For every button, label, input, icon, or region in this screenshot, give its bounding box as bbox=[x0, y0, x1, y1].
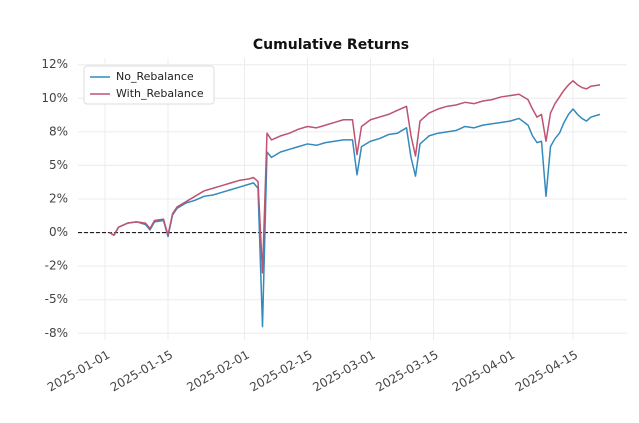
x-tick-label: 2025-01-15 bbox=[108, 348, 175, 395]
chart-title: Cumulative Returns bbox=[253, 37, 409, 53]
y-tick-label: 5% bbox=[49, 158, 68, 172]
y-tick-label: 12% bbox=[41, 57, 68, 71]
legend-box bbox=[83, 65, 215, 105]
y-tick-label: -5% bbox=[45, 292, 68, 306]
series-line bbox=[109, 108, 601, 328]
y-tick-label: -8% bbox=[45, 326, 68, 340]
legend: No_Rebalance With_Rebalance bbox=[83, 65, 215, 105]
y-tick-label: 2% bbox=[49, 192, 68, 206]
x-tick-label: 2025-04-15 bbox=[513, 348, 580, 395]
y-tick-label: 8% bbox=[49, 124, 68, 138]
y-tick-label: -2% bbox=[45, 259, 68, 273]
x-tick-label: 2025-02-15 bbox=[247, 348, 314, 395]
x-tick-label: 2025-03-01 bbox=[310, 348, 377, 395]
y-tick-label: 0% bbox=[49, 225, 68, 239]
x-tick-label: 2025-01-01 bbox=[45, 348, 112, 395]
x-tick-label: 2025-03-15 bbox=[373, 348, 440, 395]
x-tick-label: 2025-04-01 bbox=[450, 348, 517, 395]
y-tick-label: 10% bbox=[41, 91, 68, 105]
legend-label: With_Rebalance bbox=[116, 87, 204, 100]
series-line bbox=[109, 80, 601, 274]
legend-label: No_Rebalance bbox=[116, 70, 194, 83]
x-tick-label: 2025-02-01 bbox=[184, 348, 251, 395]
